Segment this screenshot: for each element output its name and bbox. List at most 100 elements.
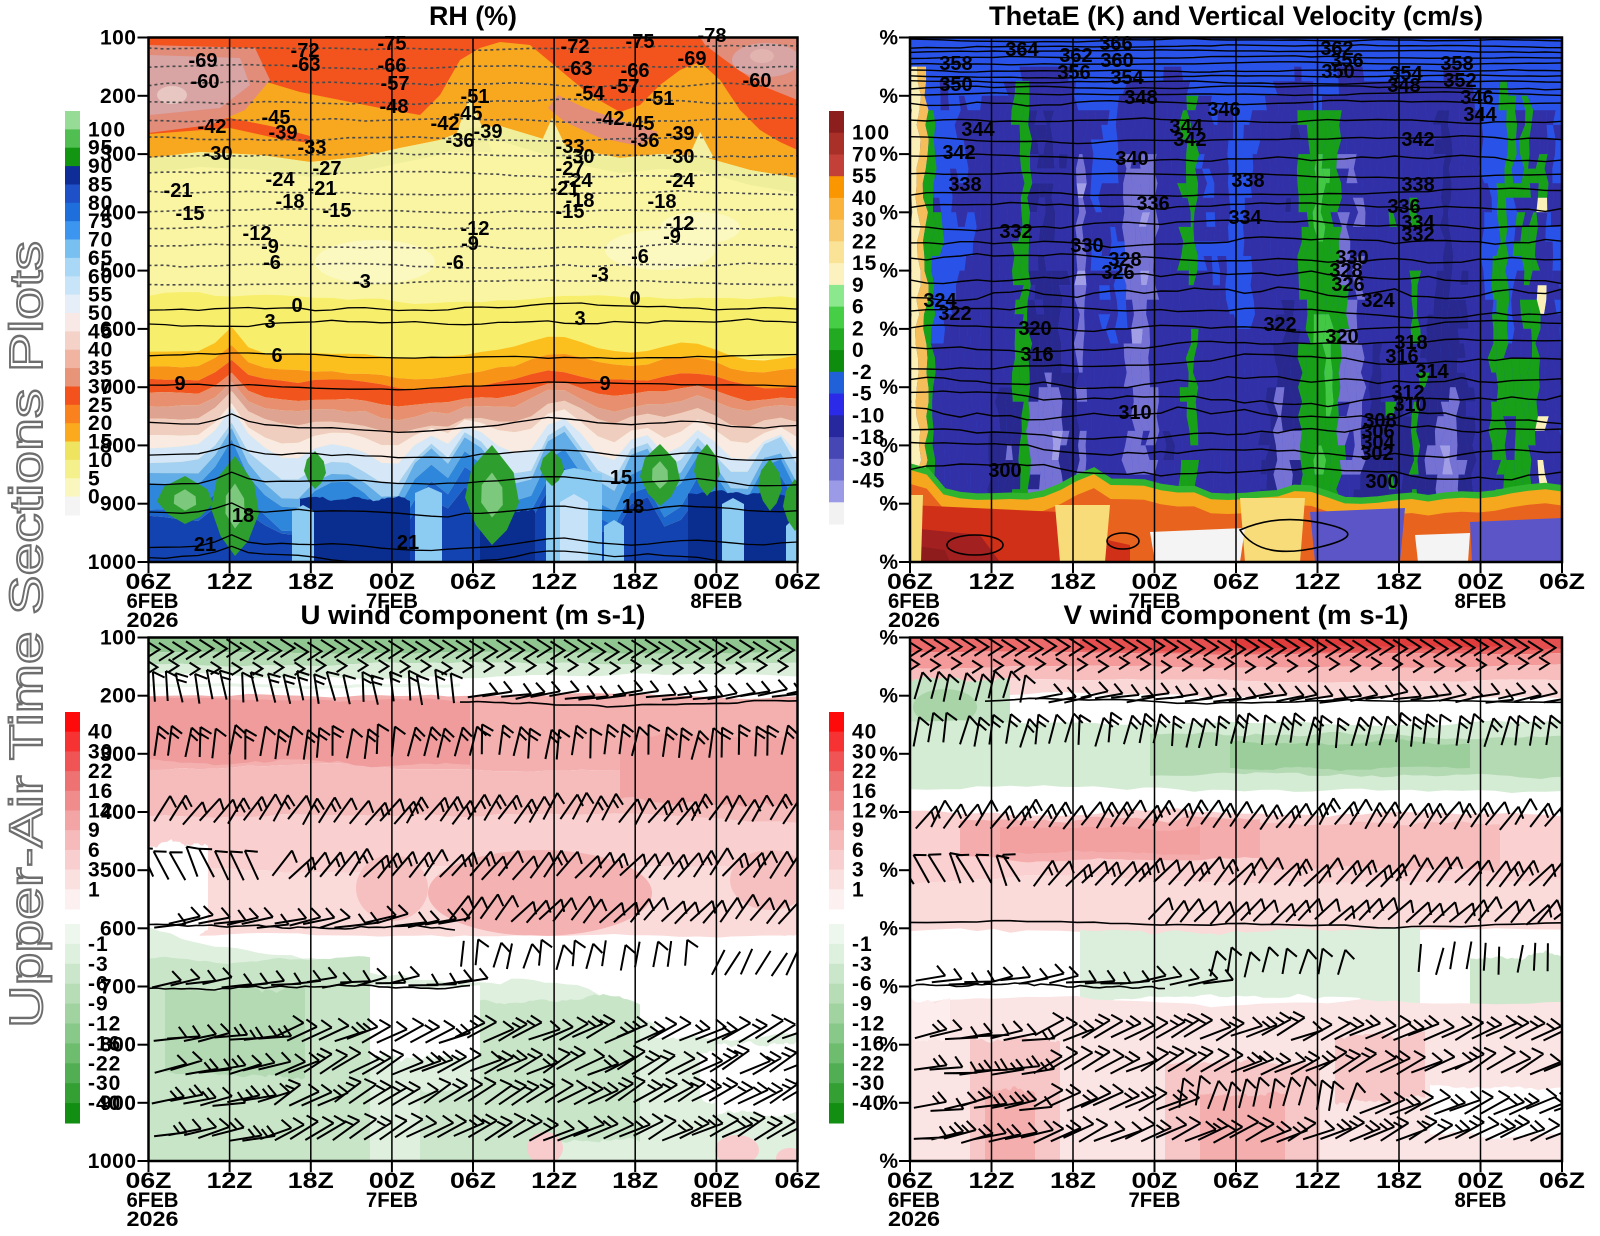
svg-text:358: 358 bbox=[939, 53, 972, 75]
svg-text:308: 308 bbox=[1363, 410, 1396, 432]
svg-text:2026: 2026 bbox=[888, 1208, 940, 1231]
svg-text:12Z: 12Z bbox=[969, 1168, 1015, 1193]
svg-text:-72: -72 bbox=[291, 40, 320, 62]
svg-text:00Z: 00Z bbox=[1132, 569, 1178, 594]
svg-text:400: 400 bbox=[100, 801, 137, 824]
svg-text:12Z: 12Z bbox=[207, 1168, 253, 1193]
svg-text:22: 22 bbox=[852, 230, 877, 253]
svg-text:18Z: 18Z bbox=[288, 1168, 334, 1193]
svg-text:%: % bbox=[879, 260, 898, 283]
svg-text:-30: -30 bbox=[566, 146, 595, 168]
svg-text:-57: -57 bbox=[381, 73, 410, 95]
svg-text:-45: -45 bbox=[852, 470, 885, 493]
svg-text:6FEB: 6FEB bbox=[127, 590, 179, 613]
svg-text:%: % bbox=[879, 551, 898, 574]
svg-text:-45: -45 bbox=[262, 107, 291, 129]
svg-text:-3: -3 bbox=[591, 264, 609, 286]
svg-text:364: 364 bbox=[1005, 39, 1039, 61]
svg-text:2026: 2026 bbox=[127, 1208, 179, 1231]
svg-text:7FEB: 7FEB bbox=[1129, 1189, 1181, 1212]
svg-text:200: 200 bbox=[100, 685, 137, 708]
svg-text:06Z: 06Z bbox=[887, 569, 933, 594]
svg-text:18Z: 18Z bbox=[1050, 1168, 1096, 1193]
svg-text:-40: -40 bbox=[88, 1092, 121, 1115]
svg-text:-60: -60 bbox=[743, 70, 772, 92]
svg-text:18Z: 18Z bbox=[288, 569, 334, 594]
svg-text:100: 100 bbox=[100, 27, 137, 50]
svg-text:-5: -5 bbox=[852, 383, 873, 406]
svg-text:06Z: 06Z bbox=[1539, 1168, 1585, 1193]
svg-text:-30: -30 bbox=[852, 448, 885, 471]
svg-text:358: 358 bbox=[1440, 53, 1473, 75]
svg-text:15: 15 bbox=[610, 467, 632, 489]
svg-text:21: 21 bbox=[397, 532, 419, 554]
svg-text:9: 9 bbox=[599, 373, 610, 395]
svg-text:2026: 2026 bbox=[127, 609, 179, 632]
svg-text:-36: -36 bbox=[446, 130, 475, 152]
svg-text:800: 800 bbox=[100, 434, 137, 457]
svg-text:6: 6 bbox=[271, 345, 282, 367]
svg-text:100: 100 bbox=[852, 122, 890, 145]
svg-text:16: 16 bbox=[88, 780, 113, 803]
svg-text:-45: -45 bbox=[454, 103, 483, 125]
svg-text:322: 322 bbox=[1263, 314, 1296, 336]
svg-text:318: 318 bbox=[1394, 332, 1427, 354]
svg-text:55: 55 bbox=[852, 165, 877, 188]
svg-text:-21: -21 bbox=[308, 178, 337, 200]
svg-text:8FEB: 8FEB bbox=[690, 590, 742, 613]
svg-text:304: 304 bbox=[1361, 432, 1395, 454]
svg-text:-12: -12 bbox=[88, 1013, 121, 1036]
svg-text:6FEB: 6FEB bbox=[888, 590, 940, 613]
svg-text:06Z: 06Z bbox=[1539, 569, 1585, 594]
svg-text:2026: 2026 bbox=[888, 609, 940, 632]
svg-text:-27: -27 bbox=[313, 158, 342, 180]
svg-text:-12: -12 bbox=[461, 218, 490, 240]
svg-text:-69: -69 bbox=[189, 50, 218, 72]
svg-text:6: 6 bbox=[852, 839, 865, 862]
svg-text:0: 0 bbox=[88, 486, 101, 509]
svg-text:18: 18 bbox=[232, 505, 254, 527]
svg-text:40: 40 bbox=[88, 721, 113, 744]
svg-text:310: 310 bbox=[1118, 402, 1151, 424]
svg-text:60: 60 bbox=[88, 265, 113, 288]
svg-text:5: 5 bbox=[88, 467, 101, 490]
svg-text:-6: -6 bbox=[631, 246, 649, 268]
svg-text:-39: -39 bbox=[269, 122, 298, 144]
svg-text:-40: -40 bbox=[852, 1092, 885, 1115]
svg-text:-42: -42 bbox=[198, 116, 227, 138]
svg-text:-21: -21 bbox=[164, 180, 193, 202]
svg-text:9: 9 bbox=[852, 819, 865, 842]
svg-text:354: 354 bbox=[1110, 67, 1144, 89]
svg-text:342: 342 bbox=[942, 142, 975, 164]
svg-text:362: 362 bbox=[1320, 38, 1353, 60]
svg-text:350: 350 bbox=[1321, 61, 1354, 83]
svg-text:316: 316 bbox=[1385, 346, 1418, 368]
svg-text:-78: -78 bbox=[698, 25, 727, 47]
svg-text:-18: -18 bbox=[648, 191, 677, 213]
svg-text:-27: -27 bbox=[556, 158, 585, 180]
svg-text:300: 300 bbox=[100, 143, 137, 166]
svg-text:6: 6 bbox=[852, 296, 865, 319]
svg-text:-16: -16 bbox=[88, 1032, 121, 1055]
svg-text:322: 322 bbox=[938, 303, 971, 325]
svg-text:30: 30 bbox=[852, 209, 877, 232]
svg-text:328: 328 bbox=[1108, 249, 1141, 271]
svg-text:1000: 1000 bbox=[88, 1150, 137, 1173]
svg-text:-30: -30 bbox=[666, 146, 695, 168]
svg-text:-24: -24 bbox=[666, 170, 696, 192]
svg-text:324: 324 bbox=[923, 290, 957, 312]
svg-text:V wind component (m s-1): V wind component (m s-1) bbox=[1064, 600, 1409, 630]
svg-text:-22: -22 bbox=[88, 1052, 121, 1075]
svg-text:22: 22 bbox=[88, 760, 113, 783]
svg-text:-39: -39 bbox=[666, 123, 695, 145]
svg-text:35: 35 bbox=[88, 357, 113, 380]
svg-text:-75: -75 bbox=[626, 31, 655, 53]
svg-text:%: % bbox=[879, 859, 898, 882]
svg-text:Upper-Air Time Sections Plots: Upper-Air Time Sections Plots bbox=[0, 241, 52, 1028]
svg-text:-33: -33 bbox=[298, 137, 327, 159]
svg-text:-30: -30 bbox=[88, 1072, 121, 1095]
svg-text:40: 40 bbox=[852, 187, 877, 210]
svg-text:-15: -15 bbox=[176, 203, 205, 225]
svg-text:326: 326 bbox=[1101, 262, 1134, 284]
svg-text:362: 362 bbox=[1059, 45, 1092, 67]
